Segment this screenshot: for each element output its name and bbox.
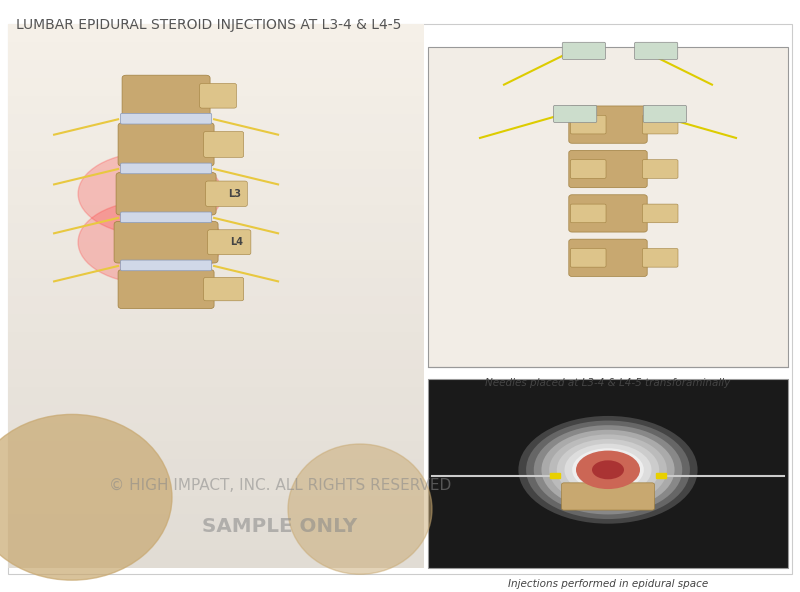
Ellipse shape bbox=[78, 152, 222, 235]
Ellipse shape bbox=[592, 461, 624, 480]
Bar bbox=[8, 133, 424, 151]
Text: L3: L3 bbox=[228, 189, 241, 199]
Bar bbox=[8, 24, 424, 42]
Text: © HIGH IMPACT, INC. ALL RIGHTS RESERVED: © HIGH IMPACT, INC. ALL RIGHTS RESERVED bbox=[109, 478, 451, 493]
Text: L4: L4 bbox=[230, 237, 243, 247]
FancyBboxPatch shape bbox=[642, 204, 678, 223]
Bar bbox=[656, 474, 666, 478]
Ellipse shape bbox=[0, 414, 172, 580]
Bar bbox=[8, 260, 424, 278]
Bar bbox=[8, 278, 424, 296]
FancyBboxPatch shape bbox=[121, 260, 212, 271]
FancyBboxPatch shape bbox=[554, 105, 597, 123]
FancyBboxPatch shape bbox=[206, 181, 247, 207]
Ellipse shape bbox=[526, 420, 690, 519]
FancyBboxPatch shape bbox=[634, 42, 678, 59]
Ellipse shape bbox=[534, 425, 682, 514]
FancyBboxPatch shape bbox=[569, 239, 647, 276]
Ellipse shape bbox=[557, 439, 659, 501]
FancyBboxPatch shape bbox=[643, 105, 686, 123]
FancyBboxPatch shape bbox=[121, 212, 212, 223]
Bar bbox=[8, 459, 424, 478]
Ellipse shape bbox=[580, 453, 636, 487]
FancyBboxPatch shape bbox=[208, 230, 251, 255]
FancyBboxPatch shape bbox=[428, 379, 788, 568]
Bar bbox=[8, 205, 424, 223]
Bar bbox=[8, 332, 424, 350]
FancyBboxPatch shape bbox=[569, 150, 647, 188]
Bar bbox=[8, 151, 424, 169]
Bar bbox=[8, 242, 424, 260]
FancyBboxPatch shape bbox=[642, 160, 678, 178]
FancyBboxPatch shape bbox=[122, 75, 210, 116]
FancyBboxPatch shape bbox=[204, 277, 244, 301]
Bar bbox=[8, 387, 424, 405]
Bar bbox=[8, 223, 424, 242]
Bar bbox=[8, 550, 424, 568]
Bar bbox=[8, 369, 424, 387]
Bar bbox=[8, 532, 424, 550]
Bar bbox=[8, 78, 424, 96]
Ellipse shape bbox=[572, 448, 644, 491]
Ellipse shape bbox=[576, 451, 640, 489]
FancyBboxPatch shape bbox=[200, 83, 237, 108]
FancyBboxPatch shape bbox=[569, 106, 647, 143]
Bar bbox=[8, 514, 424, 532]
FancyBboxPatch shape bbox=[121, 114, 212, 124]
Bar bbox=[8, 314, 424, 332]
FancyBboxPatch shape bbox=[562, 42, 606, 59]
FancyBboxPatch shape bbox=[121, 163, 212, 174]
Ellipse shape bbox=[288, 444, 432, 574]
FancyBboxPatch shape bbox=[204, 131, 244, 157]
FancyBboxPatch shape bbox=[116, 173, 216, 215]
Bar bbox=[8, 96, 424, 114]
FancyBboxPatch shape bbox=[570, 204, 606, 223]
Text: Injections performed in epidural space: Injections performed in epidural space bbox=[508, 579, 708, 589]
Ellipse shape bbox=[542, 430, 674, 510]
Bar bbox=[550, 474, 560, 478]
Bar bbox=[8, 496, 424, 514]
Bar bbox=[8, 350, 424, 369]
FancyBboxPatch shape bbox=[569, 195, 647, 232]
Bar bbox=[8, 296, 424, 314]
FancyBboxPatch shape bbox=[642, 249, 678, 267]
Ellipse shape bbox=[518, 416, 698, 524]
FancyBboxPatch shape bbox=[118, 123, 214, 166]
Text: Needles placed at L3-4 & L4-5 transforaminally: Needles placed at L3-4 & L4-5 transforam… bbox=[486, 378, 730, 388]
Bar bbox=[8, 405, 424, 423]
FancyBboxPatch shape bbox=[570, 115, 606, 134]
FancyBboxPatch shape bbox=[118, 269, 214, 308]
Bar bbox=[8, 114, 424, 133]
Bar bbox=[8, 423, 424, 441]
FancyBboxPatch shape bbox=[114, 221, 218, 263]
FancyBboxPatch shape bbox=[642, 115, 678, 134]
FancyBboxPatch shape bbox=[570, 249, 606, 267]
Bar bbox=[8, 42, 424, 60]
Bar bbox=[8, 187, 424, 205]
Bar bbox=[8, 169, 424, 187]
Bar bbox=[8, 478, 424, 496]
Bar bbox=[8, 60, 424, 78]
Text: SAMPLE ONLY: SAMPLE ONLY bbox=[202, 517, 358, 536]
Ellipse shape bbox=[78, 201, 222, 284]
Ellipse shape bbox=[565, 443, 651, 496]
FancyBboxPatch shape bbox=[428, 47, 788, 367]
Text: LUMBAR EPIDURAL STEROID INJECTIONS AT L3-4 & L4-5: LUMBAR EPIDURAL STEROID INJECTIONS AT L3… bbox=[16, 18, 402, 32]
Bar bbox=[8, 441, 424, 459]
FancyBboxPatch shape bbox=[562, 483, 654, 510]
Ellipse shape bbox=[549, 435, 667, 505]
FancyBboxPatch shape bbox=[570, 160, 606, 178]
